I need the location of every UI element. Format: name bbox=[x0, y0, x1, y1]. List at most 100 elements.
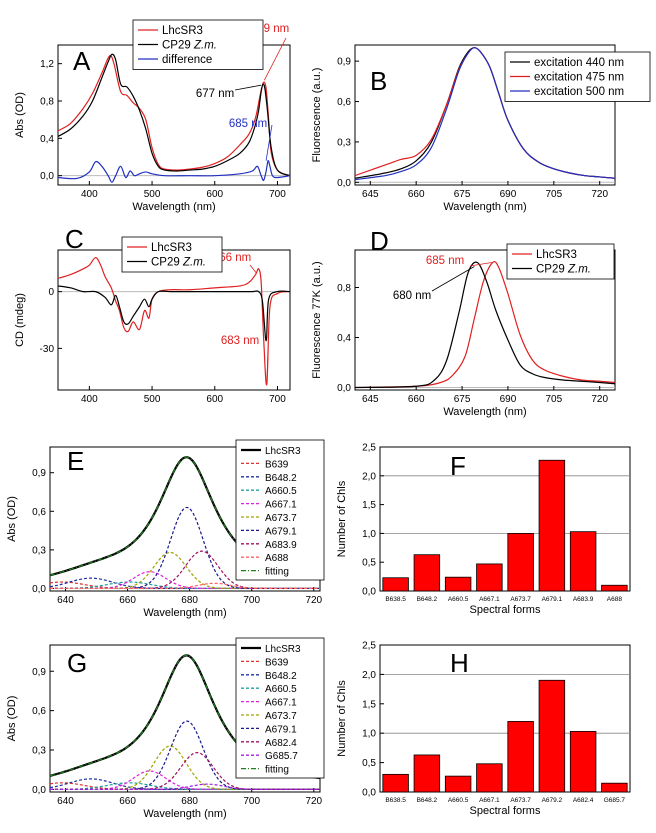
y-axis-label: Abs (OD) bbox=[6, 696, 18, 742]
legend-entry-label: excitation 500 nm bbox=[534, 86, 624, 98]
legend-entry-label: CP29 Z.m. bbox=[536, 264, 591, 276]
legend-entry-label: B639 bbox=[265, 459, 289, 470]
legend-box bbox=[506, 243, 615, 280]
y-tick-label: 0,6 bbox=[32, 706, 46, 717]
annotation-arrow bbox=[266, 349, 269, 385]
legend-entry-label: A683.9 bbox=[265, 540, 297, 551]
y-axis-label: Abs (OD) bbox=[6, 496, 18, 542]
data-area bbox=[58, 256, 290, 386]
x-tick-label: 720 bbox=[305, 595, 322, 606]
x-tick-label: A679.1 bbox=[542, 596, 563, 603]
y-tick-label: 1,5 bbox=[362, 500, 376, 511]
legend-entry-label: CP29 Z.m. bbox=[162, 40, 217, 52]
annotation-label: 680 nm bbox=[393, 290, 431, 302]
y-tick-label: 0,0 bbox=[337, 383, 351, 394]
legend-box bbox=[235, 439, 325, 581]
x-tick-label: A660.5 bbox=[448, 596, 469, 603]
legend-entry-label: B648.2 bbox=[265, 671, 297, 682]
x-tick-label: 690 bbox=[500, 394, 517, 405]
x-tick-label: 720 bbox=[591, 189, 608, 200]
x-tick-label: B648.2 bbox=[417, 596, 438, 603]
legend-entry-label: B648.2 bbox=[265, 473, 297, 484]
annotation-label: 685 nm bbox=[229, 118, 267, 130]
bar bbox=[538, 459, 566, 592]
series-line-lhcsr3 bbox=[355, 260, 615, 389]
legend-entry-label: A679.1 bbox=[265, 526, 297, 537]
panel-letter: C bbox=[65, 224, 84, 254]
legend: LhcSR3 CP29 Z.m. bbox=[506, 243, 615, 280]
legend-box bbox=[235, 637, 325, 779]
legend-entry-label: LhcSR3 bbox=[151, 242, 192, 254]
plot-frame bbox=[354, 249, 616, 391]
y-tick-label: 2,0 bbox=[362, 670, 376, 681]
x-tick-label: A673.7 bbox=[510, 596, 531, 603]
x-axis-label: Wavelength (nm) bbox=[132, 201, 215, 213]
legend: LhcSR3 B639 B648.2 A660.5 A667.1 A673.7 A679.1… bbox=[235, 439, 325, 581]
panel-letter: D bbox=[370, 226, 389, 256]
x-tick-label: 690 bbox=[500, 189, 517, 200]
legend-box bbox=[121, 236, 223, 273]
x-axis-label: Wavelength (nm) bbox=[143, 808, 226, 820]
data-area bbox=[50, 654, 320, 790]
x-tick-label: 700 bbox=[243, 796, 260, 807]
y-tick-label: 2,5 bbox=[362, 641, 376, 652]
x-tick-label: 680 bbox=[181, 595, 198, 606]
x-tick-label: 660 bbox=[408, 189, 425, 200]
x-tick-label: 680 bbox=[181, 796, 198, 807]
y-tick-label: 0,6 bbox=[32, 507, 46, 518]
legend-entry-label: A660.5 bbox=[265, 486, 297, 497]
y-tick-label: 0,4 bbox=[337, 333, 351, 344]
panel-c: 400 500 600 700 -30 0 CD (mdeg) 666 nm 683 nm Lhc… bbox=[14, 224, 291, 405]
panel-letter: F bbox=[450, 451, 466, 481]
panel-letter: G bbox=[67, 648, 87, 678]
x-tick-label: 400 bbox=[81, 189, 98, 200]
panel-f: 0,0 0,5 1,0 1,5 2,0 2,5 B638.5 B648.2 A660.5 A667… bbox=[336, 443, 631, 616]
y-tick-label: 0,5 bbox=[362, 558, 376, 569]
x-tick-label: 720 bbox=[591, 394, 608, 405]
y-tick-label: 0,4 bbox=[40, 134, 54, 145]
data-area bbox=[58, 53, 290, 183]
legend-entry-label: A679.1 bbox=[265, 724, 297, 735]
x-tick-label: 400 bbox=[81, 394, 98, 405]
series-line-difference bbox=[58, 160, 290, 183]
bar bbox=[382, 577, 409, 592]
x-axis-label: Wavelength (nm) bbox=[443, 406, 526, 418]
annotation-arrow bbox=[265, 124, 273, 161]
y-axis-label: Fluorescence 77K (a.u.) bbox=[311, 261, 323, 378]
x-tick-label: B648.2 bbox=[417, 797, 438, 804]
x-tick-label: 700 bbox=[243, 595, 260, 606]
legend-entry-label: LhcSR3 bbox=[265, 446, 301, 457]
legend: LhcSR3 CP29 Z.m. difference bbox=[132, 19, 264, 70]
x-tick-label: 705 bbox=[545, 394, 562, 405]
plot-frame bbox=[379, 644, 631, 793]
annotation-label: 666 nm bbox=[213, 252, 251, 264]
series-line-fitting bbox=[50, 456, 320, 578]
panel-h: 0,0 0,5 1,0 1,5 2,0 2,5 B638.5 B648.2 A660.5 A667… bbox=[336, 641, 631, 817]
y-tick-label: -30 bbox=[40, 344, 55, 355]
legend: LhcSR3 CP29 Z.m. bbox=[121, 236, 223, 273]
x-tick-label: 645 bbox=[362, 394, 379, 405]
panel-d: 645 660 675 690 705 720 0,0 0,4 0,8 Wavelength (n… bbox=[311, 226, 616, 418]
y-axis-label: Number of Chls bbox=[336, 680, 348, 757]
y-axis-label: Fluorescence (a.u.) bbox=[311, 68, 323, 163]
x-tick-label: 600 bbox=[206, 189, 223, 200]
legend-entry-label: fitting bbox=[265, 765, 289, 776]
y-tick-label: 1,0 bbox=[362, 529, 376, 540]
panel-b: 645 660 675 690 705 720 0,0 0,3 0,6 0,9 Wavelength… bbox=[311, 44, 651, 213]
x-tick-label: 640 bbox=[57, 796, 74, 807]
annotation-label: 685 nm bbox=[426, 255, 464, 267]
x-tick-label: A660.5 bbox=[448, 797, 469, 804]
plot-frame bbox=[354, 44, 616, 186]
bar bbox=[382, 773, 409, 793]
legend-entry-label: A673.7 bbox=[265, 513, 297, 524]
x-tick-label: 600 bbox=[206, 394, 223, 405]
series-line-lhcsr3 bbox=[58, 256, 290, 386]
x-tick-label: 645 bbox=[362, 189, 379, 200]
series-line-excitation-500-nm bbox=[355, 47, 615, 181]
annotation-arrow bbox=[249, 264, 257, 273]
panel-g: 640 660 680 700 720 0,0 0,3 0,6 0,9 Wavelength (n… bbox=[6, 637, 325, 820]
x-tick-label: A667.1 bbox=[479, 596, 500, 603]
y-tick-label: 2,5 bbox=[362, 443, 376, 454]
x-tick-label: 500 bbox=[144, 189, 161, 200]
legend-entry-label: excitation 475 nm bbox=[534, 72, 624, 84]
